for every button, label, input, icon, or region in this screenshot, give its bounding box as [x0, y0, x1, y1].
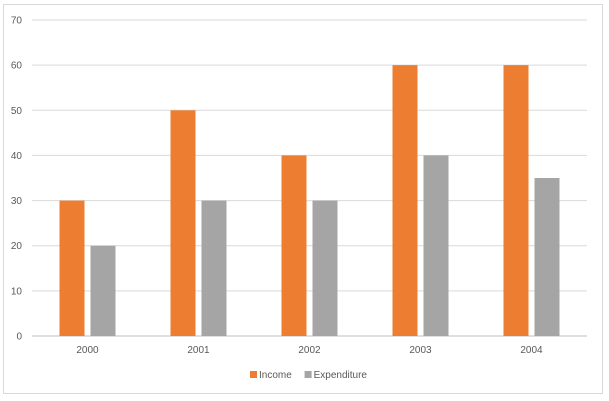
legend-swatch-expenditure [304, 371, 312, 378]
y-tick-label: 60 [11, 61, 23, 72]
bar-income-2004 [503, 65, 529, 337]
legend: Income Expenditure [250, 370, 367, 381]
y-tick-label: 50 [11, 106, 23, 117]
bar-expenditure-2000 [90, 245, 116, 336]
x-axis-ticks: 2000 2001 2002 2003 2004 [76, 345, 543, 356]
bar-expenditure-2002 [312, 200, 338, 336]
y-tick-label: 70 [11, 16, 23, 27]
bar-income-2003 [392, 65, 418, 337]
y-tick-label: 30 [11, 196, 23, 207]
bar-expenditure-2001 [201, 200, 227, 336]
y-tick-label: 40 [11, 151, 23, 162]
legend-label-expenditure: Expenditure [314, 370, 368, 381]
bars [59, 65, 560, 337]
y-tick-label: 10 [11, 286, 23, 297]
x-tick-label: 2004 [520, 345, 543, 356]
x-tick-label: 2003 [409, 345, 432, 356]
x-tick-label: 2001 [187, 345, 210, 356]
legend-swatch-income [250, 371, 257, 378]
y-tick-label: 0 [16, 332, 22, 343]
bar-income-2002 [281, 155, 307, 336]
gridlines [32, 19, 587, 337]
legend-label-income: Income [259, 370, 292, 381]
y-tick-label: 20 [11, 241, 23, 252]
bar-expenditure-2003 [423, 155, 449, 336]
x-tick-label: 2002 [298, 345, 321, 356]
bar-income-2000 [59, 200, 85, 336]
x-tick-label: 2000 [76, 345, 99, 356]
y-axis-ticks: 0 10 20 30 40 50 60 70 [11, 16, 23, 343]
bar-income-2001 [170, 110, 196, 337]
bar-expenditure-2004 [534, 178, 560, 336]
